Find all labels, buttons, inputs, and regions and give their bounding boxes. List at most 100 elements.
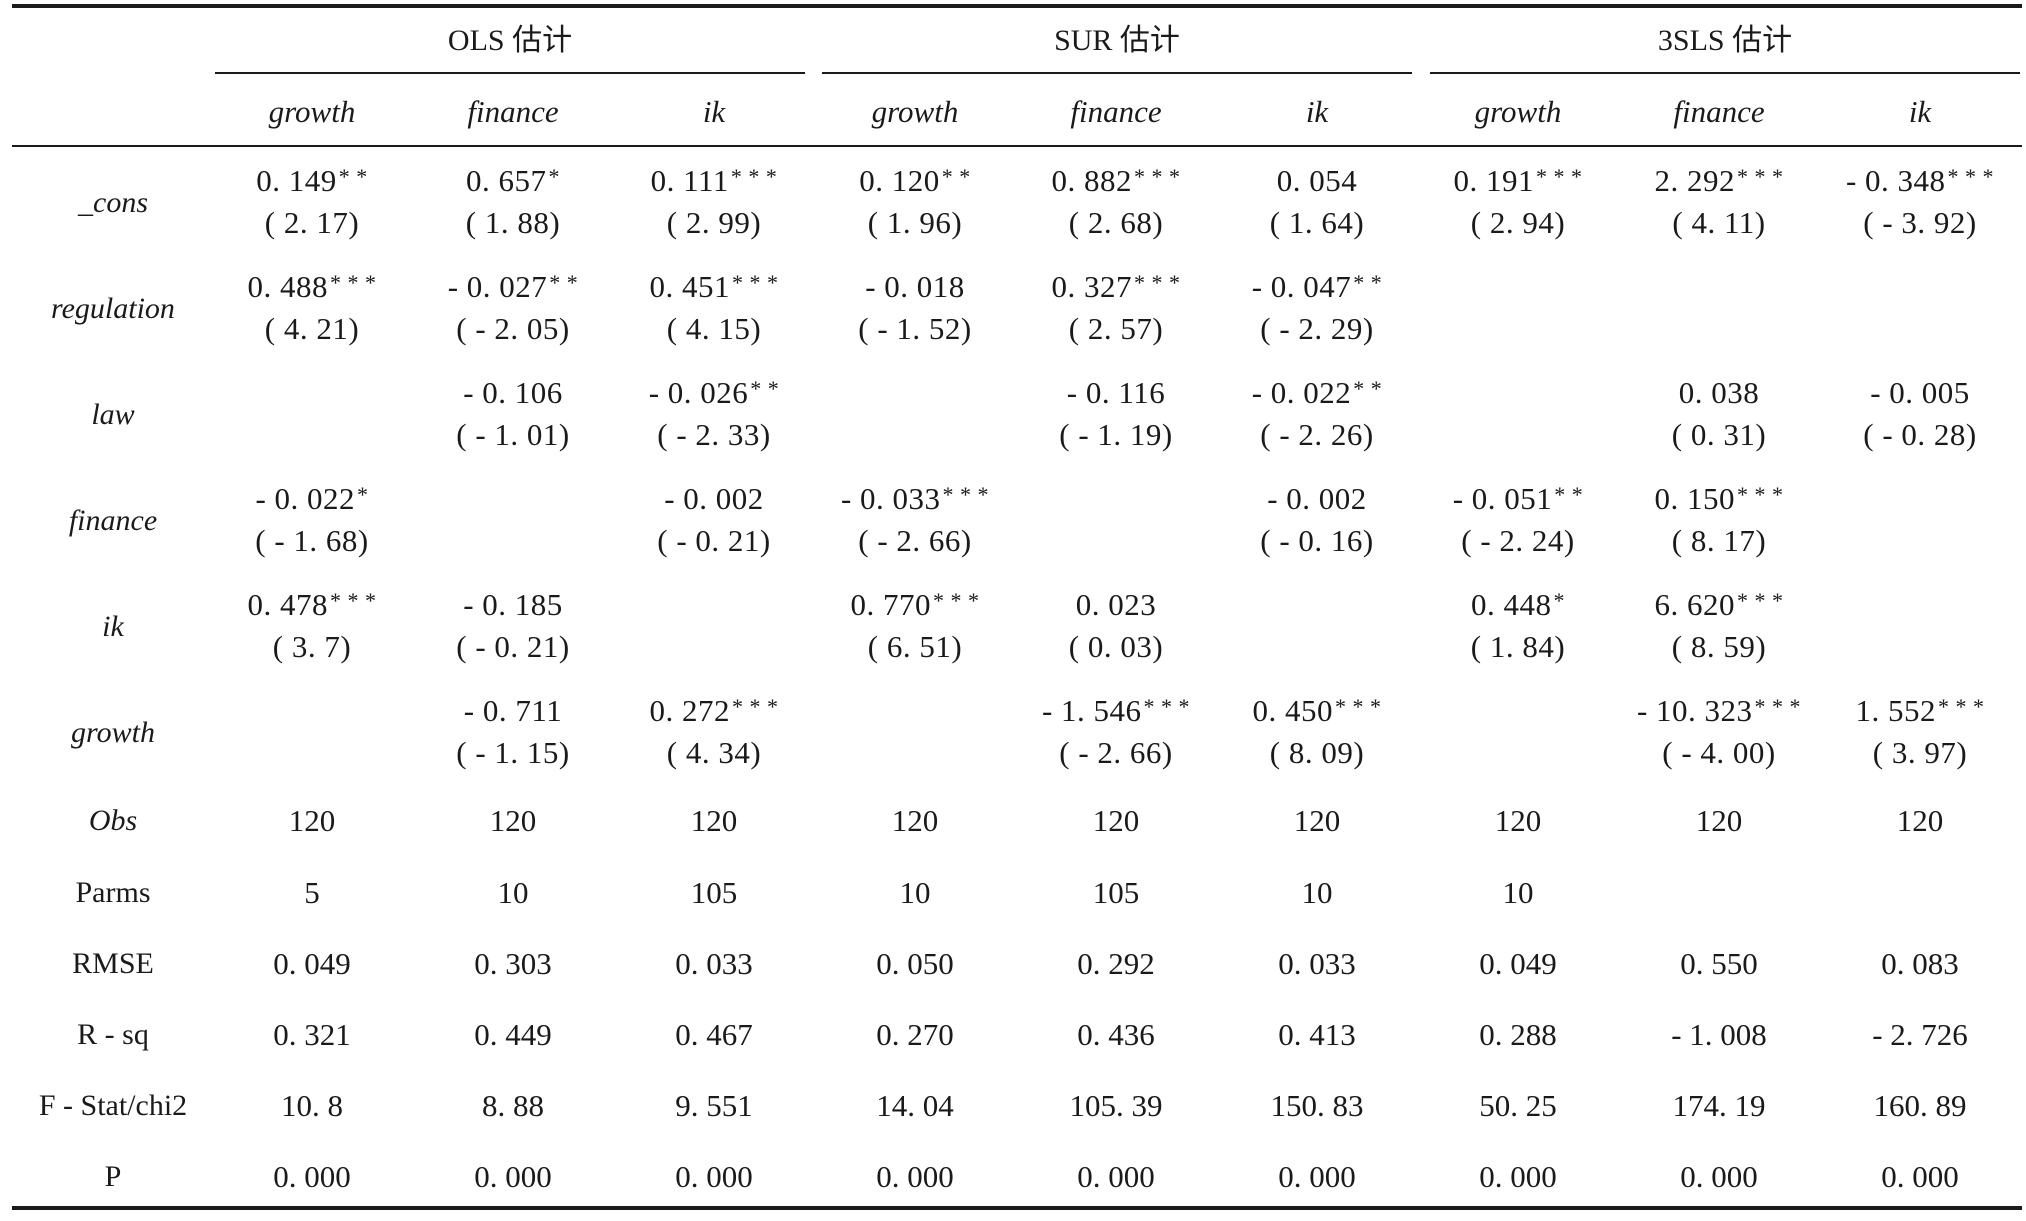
coef-value-line: - 0. 022* * [1197, 372, 1437, 414]
coef-value-line: 0. 023 [996, 584, 1236, 626]
t-statistic: ( 0. 31) [1671, 417, 1767, 452]
table-top-rule [12, 4, 2022, 8]
coef-value: - 10. 323 [1636, 693, 1753, 728]
coef-cell: 0. 657*( 1. 88) [393, 160, 633, 244]
coef-value-line: 0. 657* [393, 160, 633, 202]
coef-value: 0. 191 [1453, 163, 1534, 198]
t-statistic: ( - 2. 66) [1059, 735, 1173, 770]
coef-value: 0. 770 [850, 587, 931, 622]
coef-cell: - 0. 348* * *( - 3. 92) [1800, 160, 2026, 244]
coef-value: - 0. 022 [1251, 375, 1352, 410]
column-header: growth [871, 94, 959, 129]
stat-value: - 2. 726 [1872, 1017, 1968, 1052]
coef-cell: - 0. 022*( - 1. 68) [192, 478, 432, 562]
coef-value-line: 6. 620* * * [1599, 584, 1839, 626]
significance-stars: * * [549, 270, 579, 295]
t-statistic: ( 3. 7) [272, 629, 352, 664]
stat-value: 8. 88 [482, 1088, 544, 1123]
significance-stars: * * [941, 164, 971, 189]
coef-cell: - 0. 033* * *( - 2. 66) [795, 478, 1035, 562]
coef-value: - 0. 005 [1870, 375, 1970, 410]
t-statistic: ( 2. 94) [1470, 205, 1566, 240]
column-header: finance [1070, 94, 1162, 129]
significance-stars: * * * [1143, 694, 1191, 719]
significance-stars: * * * [1754, 694, 1802, 719]
coef-value: 0. 120 [859, 163, 940, 198]
stat-value: 0. 050 [876, 946, 954, 981]
significance-stars: * * * [1134, 164, 1181, 189]
stat-value: 0. 049 [1479, 946, 1557, 981]
stat-value: 0. 033 [675, 946, 753, 981]
stat-value: 0. 000 [876, 1159, 954, 1194]
coef-cell: - 0. 002 ( - 0. 21) [594, 478, 834, 562]
coef-value: - 0. 018 [865, 269, 965, 304]
stat-value: 0. 033 [1278, 946, 1356, 981]
significance-stars: * * [1554, 482, 1584, 507]
stat-value: 0. 288 [1479, 1017, 1557, 1052]
significance-stars: * * [338, 164, 368, 189]
stat-value: 0. 000 [1077, 1159, 1155, 1194]
stat-value: 0. 000 [1881, 1159, 1959, 1194]
t-statistic: ( - 2. 05) [456, 311, 570, 346]
t-statistic: ( 1. 64) [1269, 205, 1365, 240]
row-label: _cons [78, 186, 148, 219]
coef-value: 6. 620 [1654, 587, 1735, 622]
coef-value: 0. 882 [1051, 163, 1132, 198]
stat-value: 120 [1092, 803, 1140, 838]
stat-value: 14. 04 [876, 1088, 954, 1123]
stat-value: 0. 467 [675, 1017, 753, 1052]
stat-label: R - sq [77, 1018, 149, 1051]
coef-value-line: 0. 149* * [192, 160, 432, 202]
t-statistic: ( - 2. 29) [1260, 311, 1374, 346]
coef-cell: 0. 191* * *( 2. 94) [1398, 160, 1638, 244]
significance-stars: * * * [732, 694, 779, 719]
coef-value-line: - 0. 033* * * [795, 478, 1035, 520]
coef-cell: - 0. 116 ( - 1. 19) [996, 372, 1236, 456]
coef-value-line: 0. 327* * * [996, 266, 1236, 308]
coef-cell: 0. 770* * *( 6. 51) [795, 584, 1035, 668]
t-statistic: ( - 1. 19) [1059, 417, 1173, 452]
t-statistic: ( 1. 96) [867, 205, 963, 240]
stat-label: F - Stat/chi2 [38, 1089, 188, 1122]
coef-value-line: 0. 882* * * [996, 160, 1236, 202]
column-header: ik [1305, 94, 1329, 129]
t-statistic: ( - 2. 24) [1461, 523, 1575, 558]
coef-value: 0. 054 [1276, 163, 1358, 198]
stat-value: 0. 292 [1077, 946, 1155, 981]
coef-value: 0. 149 [256, 163, 337, 198]
coef-value-line: 0. 450* * * [1197, 690, 1437, 732]
t-statistic: ( - 0. 21) [456, 629, 570, 664]
stat-value: 0. 049 [273, 946, 351, 981]
coef-value: - 0. 026 [648, 375, 749, 410]
t-statistic: ( - 1. 01) [456, 417, 570, 452]
coef-value: - 0. 106 [463, 375, 563, 410]
coef-cell: 0. 272* * *( 4. 34) [594, 690, 834, 774]
stat-value: 10 [1301, 875, 1333, 910]
coef-value: - 0. 033 [840, 481, 941, 516]
table-header-rule [12, 145, 2022, 147]
coef-value: - 0. 051 [1452, 481, 1553, 516]
t-statistic: ( - 1. 15) [456, 735, 570, 770]
t-statistic: ( 3. 97) [1872, 735, 1968, 770]
column-header: growth [268, 94, 356, 129]
stat-value: 10 [1502, 875, 1534, 910]
stat-value: 50. 25 [1479, 1088, 1557, 1123]
stat-value: 0. 321 [273, 1017, 351, 1052]
coef-value-line: 0. 770* * * [795, 584, 1035, 626]
significance-stars: * * * [1947, 164, 1995, 189]
coef-cell: 0. 327* * *( 2. 57) [996, 266, 1236, 350]
stat-value: 0. 083 [1881, 946, 1959, 981]
stat-value: 150. 83 [1270, 1088, 1364, 1123]
coef-value: 0. 327 [1051, 269, 1132, 304]
stat-value: 0. 000 [1278, 1159, 1356, 1194]
coef-value-line: 0. 191* * * [1398, 160, 1638, 202]
row-label: growth [71, 716, 155, 749]
coef-cell: 6. 620* * *( 8. 59) [1599, 584, 1839, 668]
coef-value: 0. 488 [247, 269, 328, 304]
coef-cell: 0. 150* * *( 8. 17) [1599, 478, 1839, 562]
coef-value: - 0. 047 [1251, 269, 1352, 304]
significance-stars: * * * [330, 270, 377, 295]
coef-value-line: 0. 451* * * [594, 266, 834, 308]
coef-value-line: - 0. 116 [996, 372, 1236, 414]
stat-value: 120 [891, 803, 939, 838]
